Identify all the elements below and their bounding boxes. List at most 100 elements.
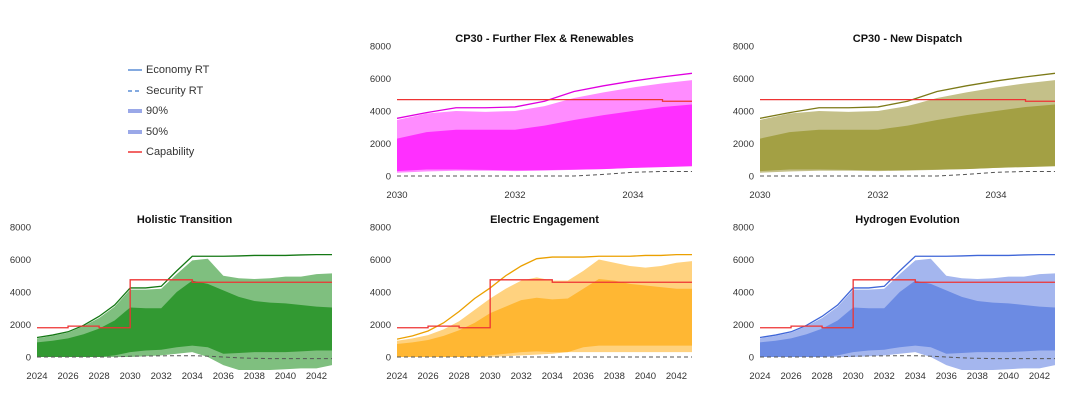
capability-line xyxy=(37,279,332,329)
y-tick-label: 8000 xyxy=(733,42,754,53)
x-tick-label: 2038 xyxy=(604,371,625,382)
y-tick-label: 4000 xyxy=(370,288,391,299)
x-tick-label: 2032 xyxy=(504,190,525,201)
x-tick-label: 2030 xyxy=(386,190,407,201)
x-tick-label: 2034 xyxy=(985,190,1006,201)
y-tick-label: 0 xyxy=(386,172,391,183)
band-50 xyxy=(397,104,692,172)
y-tick-label: 6000 xyxy=(370,74,391,85)
economy-rt-line xyxy=(37,253,332,339)
legend-swatch xyxy=(128,129,142,134)
economy-rt-line xyxy=(397,253,692,340)
legend-label: Economy RT xyxy=(146,64,210,76)
x-tick-label: 2026 xyxy=(780,371,801,382)
legend-item-capability[interactable]: Capability xyxy=(120,142,280,163)
x-tick-label: 2036 xyxy=(936,371,957,382)
x-tick-label: 2026 xyxy=(417,371,438,382)
y-tick-label: 6000 xyxy=(10,255,31,266)
x-tick-label: 2036 xyxy=(573,371,594,382)
band-50 xyxy=(760,280,1055,357)
x-tick-label: 2036 xyxy=(213,371,234,382)
plot-area xyxy=(37,253,332,370)
legend-swatch xyxy=(128,69,142,71)
x-tick-label: 2032 xyxy=(151,371,172,382)
x-tick-label: 2032 xyxy=(511,371,532,382)
y-tick-label: 4000 xyxy=(10,288,31,299)
legend-swatch xyxy=(128,109,142,113)
plot-area xyxy=(760,253,1055,370)
y-tick-label: 6000 xyxy=(370,255,391,266)
y-tick-label: 2000 xyxy=(733,139,754,150)
y-tick-label: 2000 xyxy=(370,139,391,150)
y-tick-label: 0 xyxy=(749,353,754,364)
y-tick-label: 6000 xyxy=(733,74,754,85)
x-tick-label: 2032 xyxy=(867,190,888,201)
legend-swatch xyxy=(128,151,142,153)
y-tick-label: 0 xyxy=(26,353,31,364)
plot-area xyxy=(397,253,692,358)
economy-rt-line xyxy=(760,253,1055,339)
x-tick-label: 2034 xyxy=(905,371,926,382)
chart-holistic-transition: Holistic Transition 0 2000 4000 6000 8000 2024… xyxy=(10,214,332,382)
legend: Economy RT Security RT 90% 50% Capabilit… xyxy=(120,60,280,163)
x-tick-label: 2030 xyxy=(749,190,770,201)
y-tick-label: 8000 xyxy=(370,223,391,234)
chart-cp30-new-dispatch: CP30 - New Dispatch 0 2000 4000 6000 8000 2030… xyxy=(733,33,1055,201)
security-rt-line xyxy=(760,170,1055,177)
x-tick-label: 2030 xyxy=(843,371,864,382)
y-tick-label: 2000 xyxy=(370,320,391,331)
legend-item-50[interactable]: 50% xyxy=(120,122,280,143)
plot-area xyxy=(760,72,1055,177)
x-tick-label: 2028 xyxy=(812,371,833,382)
chart-title: CP30 - New Dispatch xyxy=(853,33,963,45)
x-tick-label: 2034 xyxy=(622,190,643,201)
y-tick-label: 0 xyxy=(749,172,754,183)
legend-item-90[interactable]: 90% xyxy=(120,101,280,122)
legend-label: Security RT xyxy=(146,84,204,97)
x-tick-label: 2042 xyxy=(666,371,687,382)
x-tick-label: 2034 xyxy=(542,371,563,382)
plot-area xyxy=(397,72,692,177)
security-rt-line xyxy=(37,355,332,360)
x-tick-label: 2034 xyxy=(182,371,203,382)
legend-item-economy-rt[interactable]: Economy RT xyxy=(120,60,280,81)
security-rt-line xyxy=(397,170,692,177)
band-50 xyxy=(397,279,692,357)
x-tick-label: 2040 xyxy=(998,371,1019,382)
legend-label: 50% xyxy=(146,125,169,138)
y-tick-label: 4000 xyxy=(733,288,754,299)
capability-line xyxy=(397,279,692,329)
y-tick-label: 8000 xyxy=(10,223,31,234)
y-tick-label: 4000 xyxy=(370,107,391,118)
legend-item-security-rt[interactable]: Security RT xyxy=(120,81,280,102)
band-50 xyxy=(760,104,1055,172)
x-tick-label: 2028 xyxy=(89,371,110,382)
x-tick-label: 2026 xyxy=(57,371,78,382)
chart-hydrogen-evolution: Hydrogen Evolution 0 2000 4000 6000 8000 2024 2… xyxy=(733,214,1055,382)
x-tick-label: 2038 xyxy=(244,371,265,382)
x-tick-label: 2042 xyxy=(1029,371,1050,382)
chart-title: Holistic Transition xyxy=(137,214,233,226)
x-tick-label: 2030 xyxy=(480,371,501,382)
x-tick-label: 2042 xyxy=(306,371,327,382)
y-tick-label: 0 xyxy=(386,353,391,364)
x-tick-label: 2038 xyxy=(967,371,988,382)
y-tick-label: 2000 xyxy=(10,320,31,331)
chart-title: CP30 - Further Flex & Renewables xyxy=(455,33,634,45)
legend-swatch xyxy=(128,89,142,92)
economy-rt-line xyxy=(397,72,692,119)
x-tick-label: 2040 xyxy=(635,371,656,382)
x-tick-label: 2028 xyxy=(449,371,470,382)
chart-title: Electric Engagement xyxy=(490,214,599,226)
band-50 xyxy=(37,280,332,357)
legend-label: 90% xyxy=(146,105,169,117)
x-tick-label: 2032 xyxy=(874,371,895,382)
y-tick-label: 2000 xyxy=(733,320,754,331)
chart-electric-engagement: Electric Engagement 0 2000 4000 6000 8000 2024… xyxy=(370,214,692,382)
y-tick-label: 6000 xyxy=(733,255,754,266)
x-tick-label: 2024 xyxy=(386,371,407,382)
economy-rt-line xyxy=(760,72,1055,119)
chart-cp30-further-flex: CP30 - Further Flex & Renewables 0 2000 400… xyxy=(370,33,692,201)
x-tick-label: 2024 xyxy=(749,371,770,382)
y-tick-label: 8000 xyxy=(733,223,754,234)
